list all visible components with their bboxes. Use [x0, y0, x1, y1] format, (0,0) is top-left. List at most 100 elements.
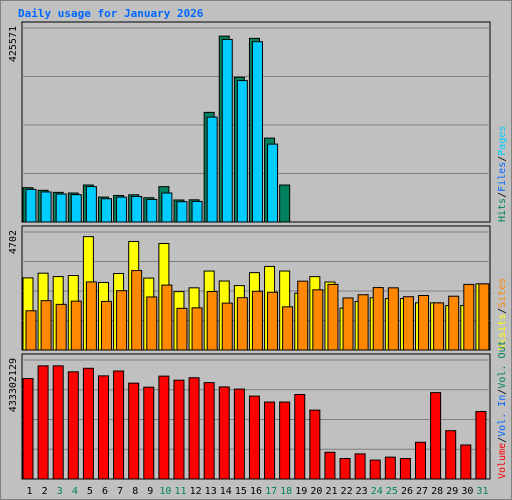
x-tick-label: 23 [356, 486, 368, 497]
bar-volume-9 [143, 386, 155, 480]
bar-files-9 [146, 198, 158, 223]
bar-files-8 [131, 195, 143, 223]
legend-item-files: Files [497, 162, 508, 192]
bar-files-12 [191, 200, 203, 223]
x-tick-label: 20 [310, 486, 322, 497]
y-max-label: 4702 [8, 230, 19, 254]
bar-files-15 [236, 80, 248, 223]
x-tick-label: 1 [27, 486, 33, 497]
legend-item-sites: Sites [497, 278, 508, 308]
bar-sites-2 [40, 300, 52, 351]
bar-files-4 [70, 194, 82, 223]
bar-files-10 [161, 192, 173, 223]
bar-volume-17 [264, 401, 276, 480]
bar-sites-12 [191, 307, 203, 351]
bar-volume-24 [369, 459, 381, 480]
x-tick-label: 30 [461, 486, 473, 497]
x-tick-label: 2 [42, 486, 48, 497]
x-tick-label: 16 [250, 486, 262, 497]
bar-volume-6 [97, 375, 109, 480]
bar-volume-4 [67, 371, 79, 480]
bar-volume-22 [339, 457, 351, 480]
bar-volume-30 [460, 444, 472, 480]
bar-files-16 [251, 41, 263, 223]
bar-sites-17 [267, 291, 279, 351]
bar-volume-14 [218, 386, 230, 480]
bar-sites-20 [312, 289, 324, 351]
x-tick-label: 29 [446, 486, 458, 497]
bar-files-11 [176, 201, 188, 223]
x-tick-label: 9 [147, 486, 153, 497]
bar-sites-6 [100, 300, 112, 351]
x-tick-label: 13 [205, 486, 217, 497]
panel-2: 4702 [8, 225, 491, 351]
x-tick-label: 28 [431, 486, 443, 497]
x-tick-label: 5 [87, 486, 93, 497]
x-tick-label: 11 [174, 486, 186, 497]
x-tick-label: 24 [371, 486, 383, 497]
x-tick-label: 4 [72, 486, 78, 497]
legend-item-hits: Hits [497, 198, 508, 222]
bar-volume-10 [158, 375, 170, 480]
x-tick-label: 25 [386, 486, 398, 497]
bar-files-6 [100, 198, 112, 223]
chart-title: Daily usage for January 2026 [18, 7, 204, 20]
x-tick-label: 27 [416, 486, 428, 497]
bar-sites-3 [55, 303, 67, 351]
bar-files-13 [206, 116, 218, 223]
x-tick-label: 21 [325, 486, 337, 497]
bar-files-2 [40, 191, 52, 223]
bar-volume-7 [113, 370, 125, 480]
x-tick-label: 17 [265, 486, 277, 497]
bar-sites-19 [297, 280, 309, 351]
bar-sites-30 [463, 283, 475, 351]
legend-top: Hits/Files/Pages [497, 126, 508, 222]
x-tick-label: 6 [102, 486, 108, 497]
bar-sites-18 [282, 306, 294, 351]
bar-volume-5 [82, 367, 94, 480]
bar-volume-1 [22, 378, 34, 480]
bar-sites-21 [327, 283, 339, 351]
legend-bottom: Volume/Vol. In/Vol. Out [497, 340, 508, 479]
x-tick-label: 31 [476, 486, 488, 497]
bar-volume-8 [128, 382, 140, 480]
bar-volume-29 [445, 430, 457, 480]
legend-item-visits: Visits [497, 314, 508, 350]
x-tick-label: 15 [235, 486, 247, 497]
bar-volume-16 [248, 395, 260, 480]
bar-volume-20 [309, 409, 321, 480]
legend-separator: / [497, 192, 508, 198]
bar-sites-7 [116, 290, 128, 351]
x-tick-label: 22 [341, 486, 353, 497]
bar-volume-26 [399, 457, 411, 480]
legend-item-volin: Vol. In [497, 395, 508, 437]
legend-item-volume: Volume [497, 443, 508, 479]
x-tick-label: 12 [190, 486, 202, 497]
legend-separator: / [497, 389, 508, 395]
bar-volume-19 [294, 393, 306, 480]
bar-files-14 [221, 38, 233, 223]
bar-volume-11 [173, 379, 185, 480]
bar-volume-12 [188, 377, 200, 480]
bar-sites-16 [251, 290, 263, 351]
x-tick-label: 18 [280, 486, 292, 497]
bar-volume-3 [52, 365, 64, 480]
bar-files-1 [25, 188, 37, 223]
bar-files-5 [85, 186, 97, 223]
x-tick-label: 3 [57, 486, 63, 497]
panel-1: 425571 [8, 21, 491, 223]
x-tick-label: 10 [159, 486, 171, 497]
bar-volume-2 [37, 365, 49, 480]
bar-sites-24 [372, 287, 384, 351]
x-tick-label: 7 [117, 486, 123, 497]
bar-volume-15 [233, 388, 245, 480]
bar-sites-5 [85, 281, 97, 351]
bar-sites-14 [221, 302, 233, 351]
bar-sites-31 [478, 283, 490, 351]
bar-volume-18 [279, 401, 291, 480]
bar-files-3 [55, 193, 67, 223]
x-tick-label: 26 [401, 486, 413, 497]
y-max-label: 433302129 [8, 358, 19, 412]
bar-volume-31 [475, 410, 487, 480]
bar-sites-22 [342, 297, 354, 351]
